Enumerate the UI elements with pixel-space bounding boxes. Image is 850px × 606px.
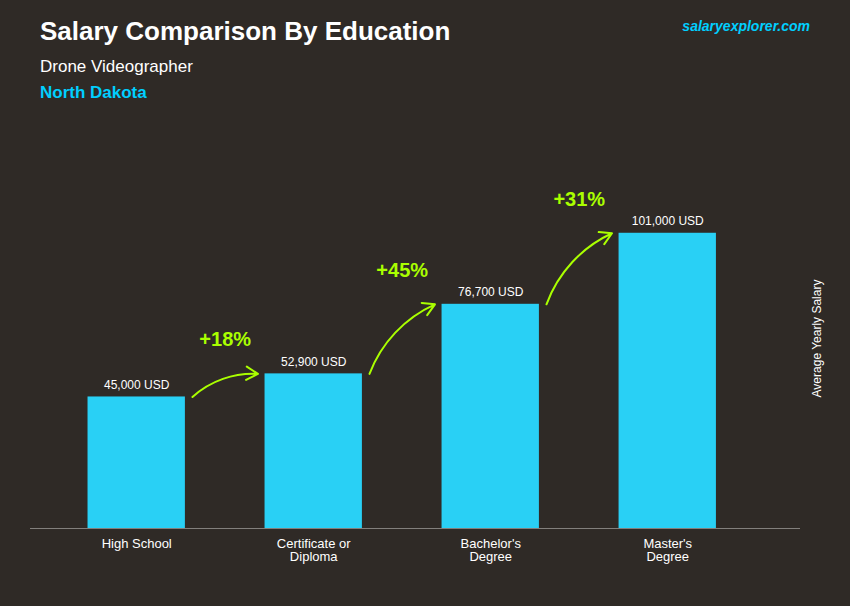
html-text:North Dakota: North Dakota: [40, 83, 147, 102]
svg-text:+31%: +31%: [553, 188, 605, 210]
svg-text:+45%: +45%: [376, 259, 428, 281]
svg-text:101,000 USD: 101,000 USD: [632, 214, 704, 228]
svg-text:Average Yearly Salary: Average Yearly Salary: [810, 280, 824, 398]
html-text:salaryexplorer.com: salaryexplorer.com: [682, 18, 810, 34]
svg-text:52,900 USD: 52,900 USD: [281, 355, 347, 369]
svg-text:Master'sDegree: Master'sDegree: [643, 536, 692, 564]
html-text:Salary Comparison By Education: Salary Comparison By Education: [40, 16, 451, 46]
html-text:Drone Videographer: Drone Videographer: [40, 57, 193, 76]
svg-text:+18%: +18%: [199, 328, 251, 350]
svg-text:High School: High School: [102, 536, 172, 551]
svg-text:76,700 USD: 76,700 USD: [458, 285, 524, 299]
svg-text:45,000 USD: 45,000 USD: [104, 378, 170, 392]
svg-text:Certificate orDiploma: Certificate orDiploma: [277, 536, 351, 564]
svg-text:Bachelor'sDegree: Bachelor'sDegree: [461, 536, 522, 564]
